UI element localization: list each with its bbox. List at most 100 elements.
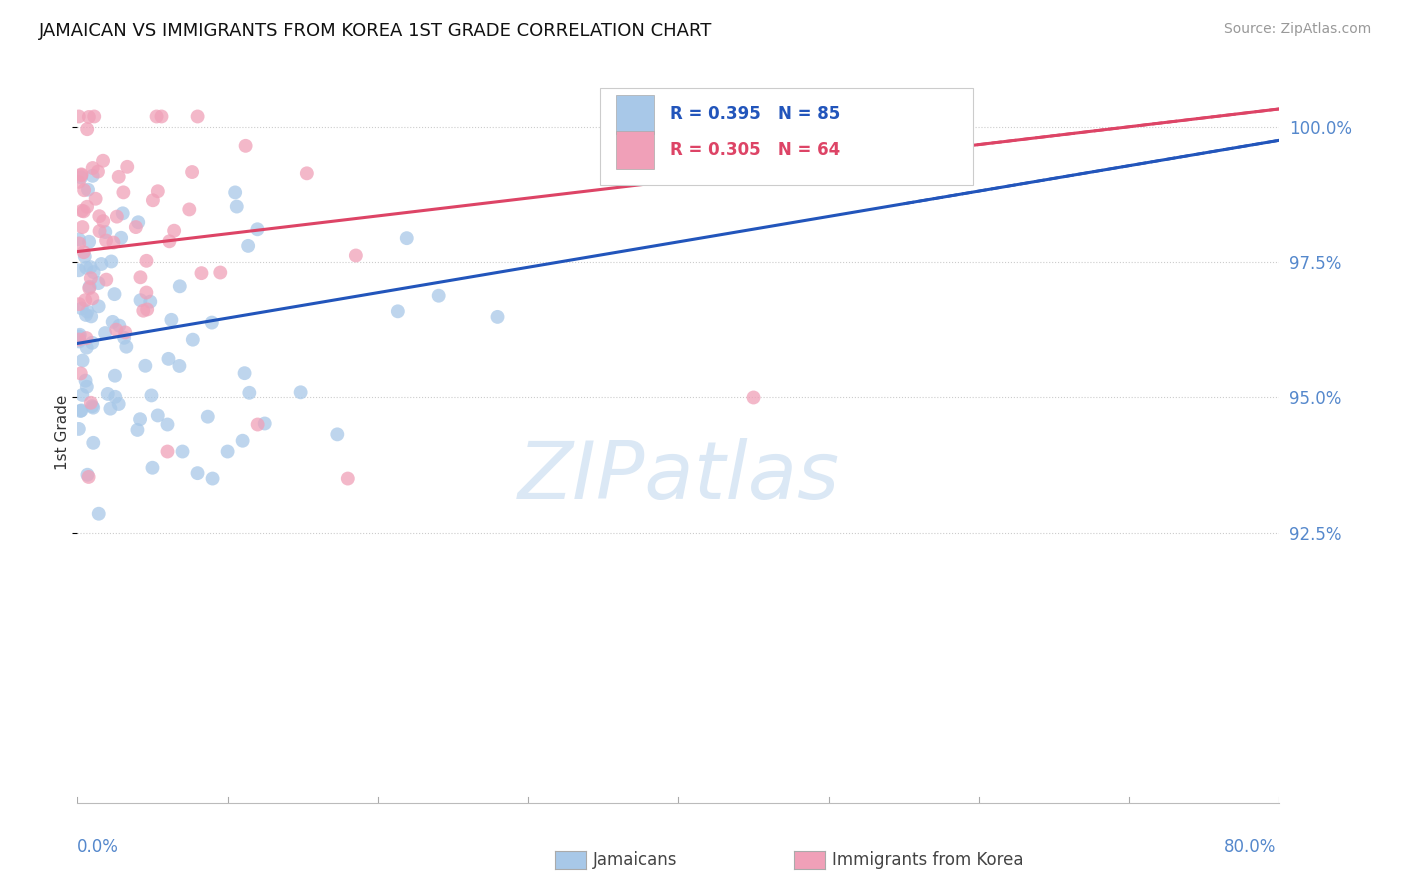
Point xyxy=(157,235,180,249)
Point xyxy=(146,184,169,198)
Point xyxy=(67,297,90,311)
Point xyxy=(104,390,127,404)
Point xyxy=(290,385,312,400)
Point xyxy=(136,302,159,317)
Point xyxy=(107,169,129,184)
Point xyxy=(235,138,257,153)
Point xyxy=(157,351,180,366)
Point xyxy=(91,153,114,168)
Point xyxy=(146,409,169,423)
Point xyxy=(77,183,100,197)
Point xyxy=(105,323,128,337)
Point xyxy=(70,403,93,417)
Point xyxy=(67,232,90,246)
Point xyxy=(387,304,409,318)
Point xyxy=(135,285,157,300)
Point xyxy=(105,210,128,224)
Point xyxy=(225,200,247,214)
Point xyxy=(427,289,450,303)
Point xyxy=(80,271,103,285)
Point xyxy=(67,263,90,277)
Point xyxy=(67,329,90,343)
Text: Immigrants from Korea: Immigrants from Korea xyxy=(832,851,1024,869)
Point xyxy=(67,333,90,347)
Point xyxy=(76,467,98,482)
Point xyxy=(295,166,318,180)
Point xyxy=(395,231,418,245)
Point xyxy=(145,110,167,124)
Point xyxy=(181,333,204,347)
Point xyxy=(77,470,100,484)
Point xyxy=(87,164,110,178)
FancyBboxPatch shape xyxy=(600,88,973,185)
Point xyxy=(72,220,94,235)
Text: JAMAICAN VS IMMIGRANTS FROM KOREA 1ST GRADE CORRELATION CHART: JAMAICAN VS IMMIGRANTS FROM KOREA 1ST GR… xyxy=(39,22,713,40)
Point xyxy=(77,281,100,295)
Point xyxy=(127,423,149,437)
Point xyxy=(84,192,107,206)
Point xyxy=(76,341,98,355)
Point xyxy=(127,215,149,229)
Point xyxy=(67,110,90,124)
Point xyxy=(67,422,90,436)
Text: 80.0%: 80.0% xyxy=(1225,838,1277,856)
Point xyxy=(70,203,93,218)
Point xyxy=(187,110,209,124)
Point xyxy=(75,374,97,388)
Point xyxy=(336,471,359,485)
Point xyxy=(112,186,135,200)
Point xyxy=(70,168,93,182)
Point xyxy=(76,122,98,136)
Point xyxy=(76,304,98,318)
Point xyxy=(132,303,155,318)
Point xyxy=(80,396,103,410)
Point xyxy=(82,161,104,175)
Point xyxy=(209,266,232,280)
Point xyxy=(217,444,239,458)
Point xyxy=(142,194,165,208)
Text: 0.0%: 0.0% xyxy=(77,838,120,856)
Point xyxy=(79,280,101,294)
Point xyxy=(83,265,105,279)
Point xyxy=(103,235,125,250)
Point xyxy=(87,507,110,521)
Point xyxy=(91,214,114,228)
Point xyxy=(112,331,135,345)
Point xyxy=(100,401,122,416)
Point xyxy=(115,340,138,354)
Point xyxy=(233,366,256,380)
Point xyxy=(117,160,139,174)
Point xyxy=(67,334,90,349)
Point xyxy=(232,434,254,448)
Point xyxy=(104,368,127,383)
Point xyxy=(87,276,110,290)
Point xyxy=(139,294,162,309)
Point xyxy=(100,254,122,268)
Point xyxy=(82,169,104,183)
Point xyxy=(94,225,117,239)
Point xyxy=(486,310,509,324)
Point xyxy=(89,224,111,238)
Point xyxy=(129,293,152,308)
FancyBboxPatch shape xyxy=(616,95,654,134)
Point xyxy=(76,380,98,394)
Point xyxy=(69,327,91,342)
Point xyxy=(108,318,131,333)
Point xyxy=(82,335,104,350)
Point xyxy=(94,234,117,248)
Point xyxy=(83,110,105,124)
Point xyxy=(70,170,93,185)
Text: R = 0.395   N = 85: R = 0.395 N = 85 xyxy=(671,105,841,123)
Point xyxy=(197,409,219,424)
Point xyxy=(73,183,96,197)
Point xyxy=(67,236,90,251)
Point xyxy=(129,270,152,285)
Point xyxy=(129,412,152,426)
Point xyxy=(67,175,90,189)
Point xyxy=(156,444,179,458)
Point xyxy=(125,220,148,235)
Point xyxy=(110,231,132,245)
Point xyxy=(75,331,97,345)
Point xyxy=(246,417,269,432)
FancyBboxPatch shape xyxy=(616,130,654,169)
